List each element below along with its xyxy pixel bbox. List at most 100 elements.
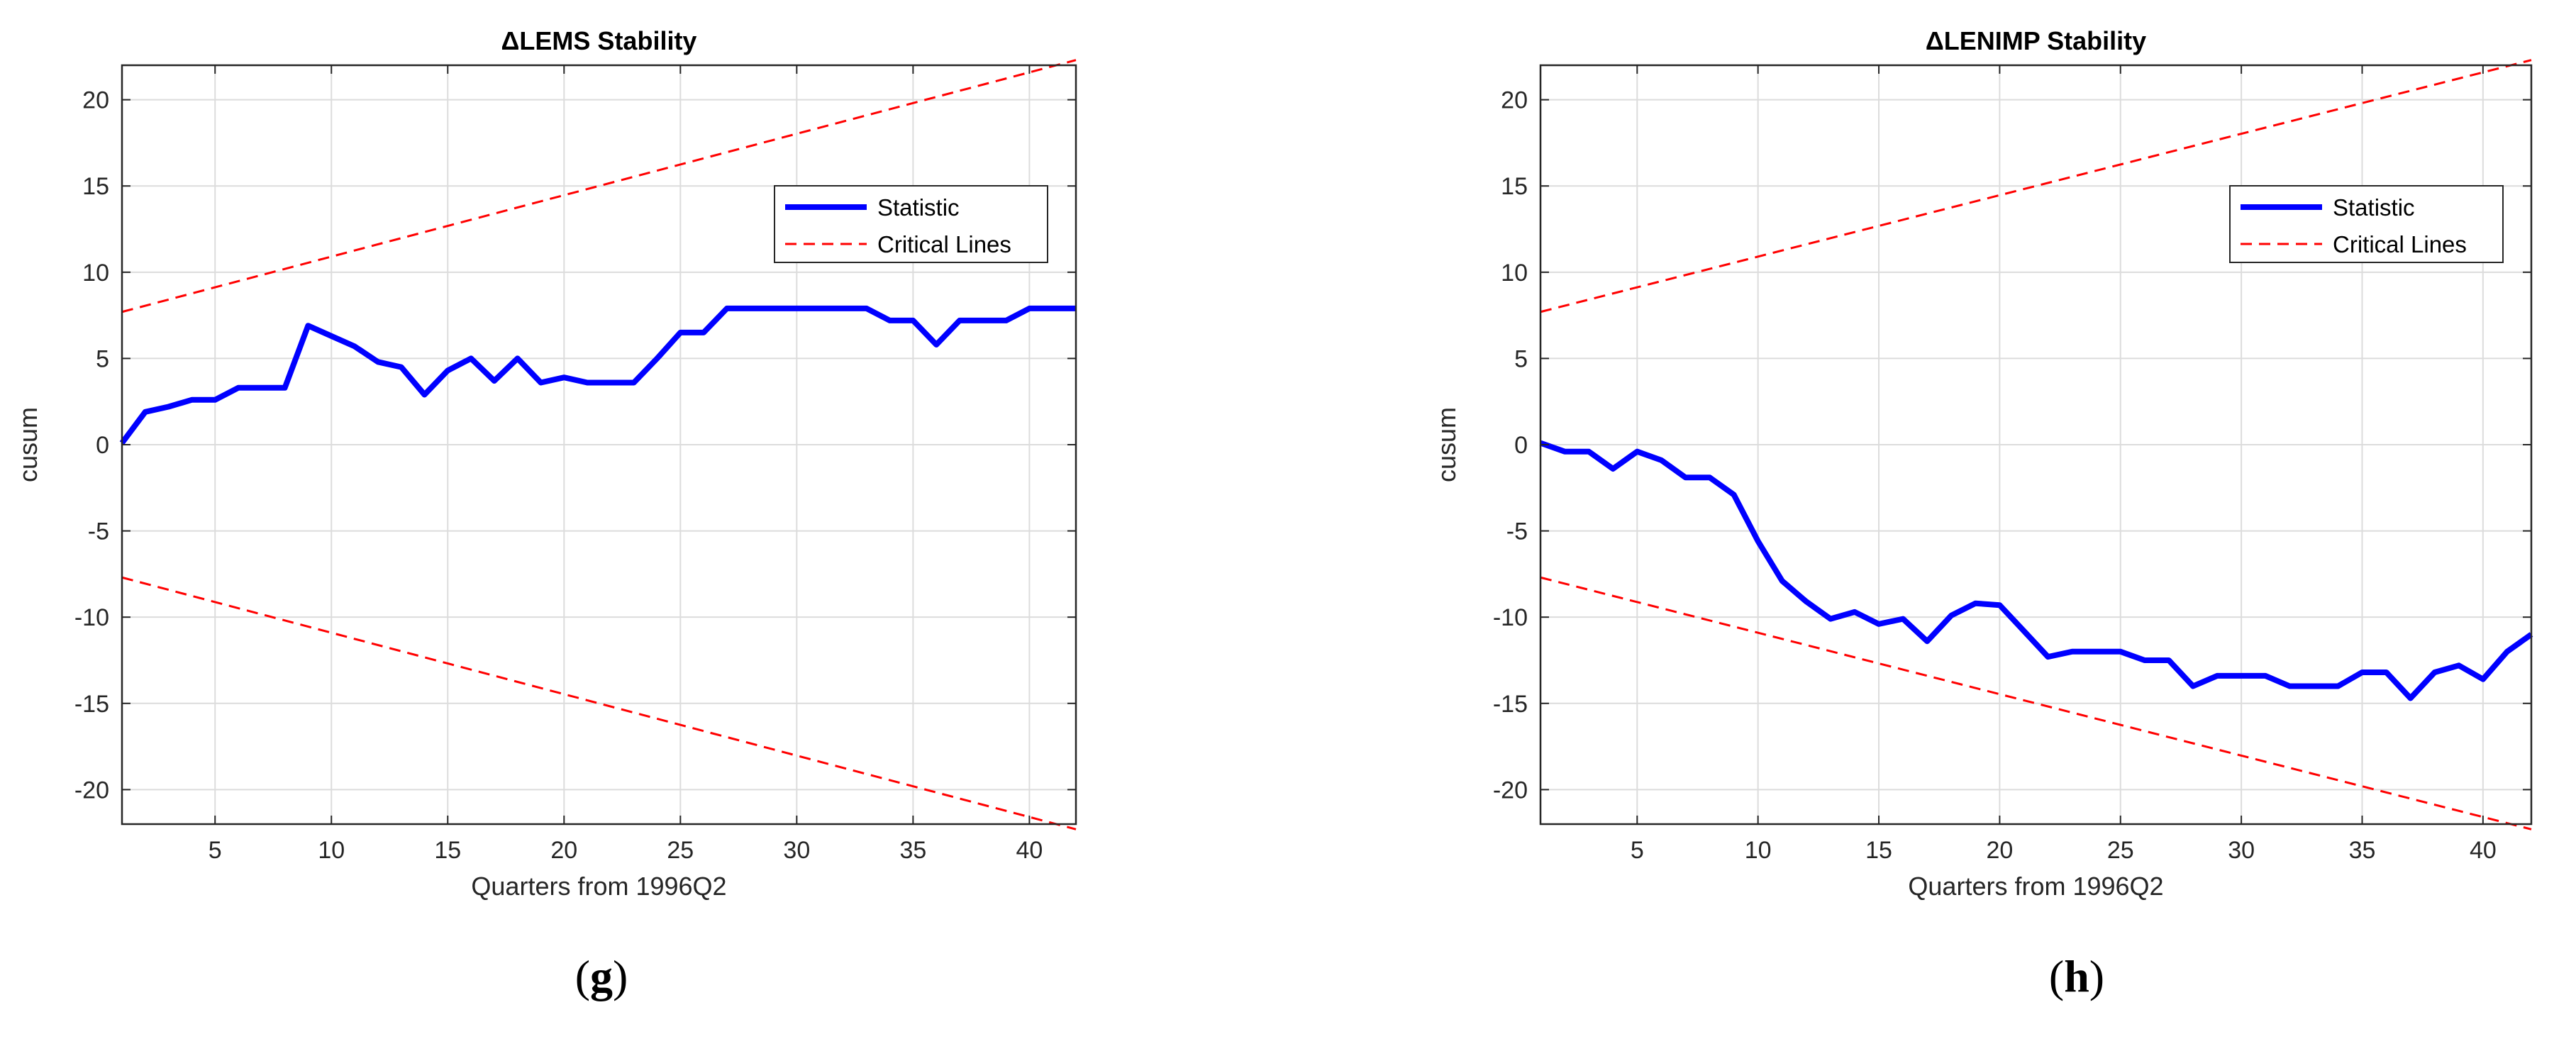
legend-label: Statistic: [877, 194, 960, 221]
statistic-point: [913, 320, 914, 321]
x-tick-label: 30: [2228, 837, 2255, 864]
y-tick-label: 5: [96, 345, 109, 372]
statistic-point: [1613, 469, 1614, 470]
legend: Statistic Critical Lines: [774, 185, 1048, 263]
legend: Statistic Critical Lines: [2229, 185, 2504, 263]
statistic-point: [936, 344, 937, 345]
y-axis-label: cusum: [13, 407, 43, 482]
y-tick-label: -15: [74, 691, 109, 718]
statistic-point: [215, 399, 216, 400]
statistic-point: [191, 399, 192, 400]
y-tick-label: -20: [1493, 777, 1528, 804]
statistic-point: [2023, 630, 2024, 631]
statistic-point: [1733, 494, 1734, 495]
statistic-point: [1709, 477, 1710, 478]
y-tick-label: 10: [82, 260, 109, 287]
y-tick-label: 20: [82, 87, 109, 114]
chart-title: ΔLENIMP Stability: [1926, 26, 2146, 55]
statistic-point: [889, 320, 890, 321]
y-tick-label: 0: [1514, 432, 1528, 459]
x-tick-label: 5: [209, 837, 222, 864]
statistic-point: [2362, 672, 2363, 673]
statistic-point: [982, 320, 983, 321]
y-tick-label: -20: [74, 777, 109, 804]
statistic-point: [331, 335, 332, 336]
statistic-point: [959, 320, 960, 321]
statistic-point: [1854, 611, 1855, 612]
statistic-point: [2217, 675, 2218, 676]
x-tick-label: 40: [1016, 837, 1043, 864]
critical-line-lower: [1540, 576, 2532, 830]
statistic-point: [2120, 651, 2121, 652]
cusum-chart-g: 5 10 15 20 25 30 35 40 -20 -15 -10 -5 0 5 10 15 20 ΔLEMS …: [13, 26, 1077, 901]
x-tick-label: 15: [434, 837, 461, 864]
panel-label-g: (g): [574, 951, 628, 1001]
critical-line-lower: [121, 576, 1077, 830]
statistic-point: [2506, 651, 2507, 652]
y-axis-label: cusum: [1432, 407, 1461, 482]
y-tick-label: -10: [74, 604, 109, 631]
x-axis-label: Quarters from 1996Q2: [1908, 872, 2163, 901]
critical-line-upper: [1540, 59, 2532, 313]
panel-label-h: (h): [2048, 951, 2105, 1001]
y-tick-label: 15: [1501, 173, 1528, 200]
statistic-point: [726, 308, 727, 309]
y-tick-label: -5: [1506, 518, 1528, 545]
statistic-point: [796, 308, 797, 309]
statistic-point: [2458, 665, 2459, 666]
statistic-point: [471, 358, 472, 359]
statistic-line: [1539, 440, 2533, 701]
statistic-point: [1951, 615, 1952, 616]
legend-label: Statistic: [2333, 194, 2415, 221]
statistic-point: [587, 382, 588, 383]
chart-title: ΔLEMS Stability: [501, 26, 697, 55]
x-tick-label: 25: [2107, 837, 2134, 864]
statistic-point: [168, 406, 169, 407]
statistic-point: [424, 394, 425, 395]
critical-line-upper: [121, 59, 1077, 313]
statistic-point: [2096, 651, 2097, 652]
statistic-point: [633, 382, 634, 383]
y-tick-label: 5: [1514, 345, 1528, 372]
x-tick-label: 15: [1865, 837, 1892, 864]
y-tick-label: -5: [88, 518, 109, 545]
statistic-point: [2289, 686, 2290, 687]
statistic-point: [2434, 672, 2435, 673]
statistic-point: [564, 377, 565, 378]
y-tick-label: 0: [96, 432, 109, 459]
legend-label: Critical Lines: [877, 231, 1011, 257]
x-tick-label: 40: [2470, 837, 2497, 864]
statistic-point: [1903, 618, 1904, 619]
y-tick-label: 15: [82, 173, 109, 200]
legend-box: [774, 185, 1048, 263]
statistic-point: [1879, 623, 1880, 624]
statistic-point: [2410, 698, 2411, 699]
x-tick-label: 25: [667, 837, 694, 864]
x-tick-label: 30: [783, 837, 810, 864]
statistic-point: [2265, 675, 2266, 676]
statistic-point: [1927, 641, 1928, 642]
statistic-point: [680, 332, 681, 333]
panel-label-h-text: h: [2064, 951, 2089, 1001]
x-tick-label: 35: [2349, 837, 2376, 864]
statistic-point: [1029, 308, 1030, 309]
x-tick-label: 10: [1745, 837, 1772, 864]
statistic-point: [773, 308, 774, 309]
panel-label-g-text: g: [590, 951, 613, 1001]
x-tick-label: 35: [899, 837, 926, 864]
statistic-point: [540, 382, 541, 383]
statistic-point: [866, 308, 867, 309]
x-tick-label: 10: [318, 837, 345, 864]
statistic-point: [238, 387, 239, 388]
y-tick-label: 20: [1501, 87, 1528, 114]
statistic-point: [517, 358, 518, 359]
y-tick-label: 10: [1501, 260, 1528, 287]
y-tick-label: -15: [1493, 691, 1528, 718]
statistic-point: [1999, 605, 2000, 606]
statistic-point: [2192, 686, 2193, 687]
statistic-point: [1975, 603, 1976, 604]
x-axis-label: Quarters from 1996Q2: [471, 872, 726, 901]
y-tick-label: -10: [1493, 604, 1528, 631]
statistic-point: [820, 308, 821, 309]
statistic-point: [1637, 451, 1638, 452]
